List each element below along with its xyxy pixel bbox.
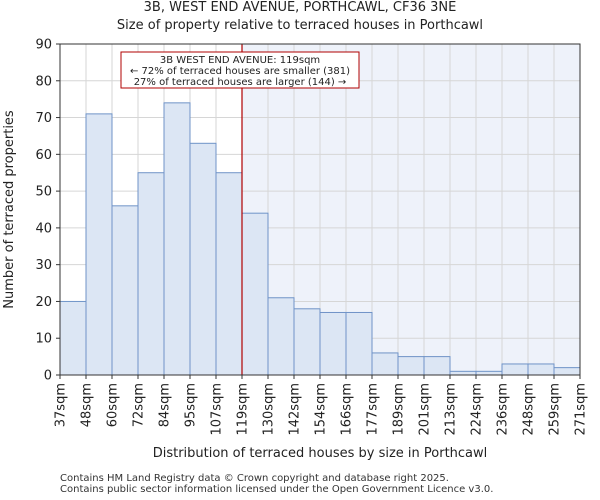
bar-248sqm xyxy=(527,363,555,376)
x-tick-label: 259sqm xyxy=(548,383,563,436)
x-tick-label: 119sqm xyxy=(236,383,251,436)
y-tick-label: 20 xyxy=(35,295,52,310)
x-tick-label: 142sqm xyxy=(288,383,303,436)
bar-107sqm xyxy=(215,172,243,376)
annotation-line-1: 3B WEST END AVENUE: 119sqm xyxy=(160,55,320,66)
x-axis-title: Distribution of terraced houses by size … xyxy=(153,446,488,461)
bar-213sqm xyxy=(449,370,477,376)
bar-142sqm xyxy=(293,308,321,376)
bar-72sqm xyxy=(137,172,165,376)
x-tick-label: 213sqm xyxy=(444,383,459,436)
annotation-frame xyxy=(120,51,360,89)
bar-119sqm xyxy=(241,212,269,376)
y-tick-label: 10 xyxy=(35,332,52,347)
x-tick-label: 130sqm xyxy=(262,383,277,436)
bar-236sqm xyxy=(501,363,529,376)
bar-130sqm xyxy=(267,297,295,376)
chart-title-address: 3B, WEST END AVENUE, PORTHCAWL, CF36 3NE xyxy=(143,0,457,15)
x-tick-label: 60sqm xyxy=(106,383,121,427)
bar-166sqm xyxy=(345,311,373,376)
x-tick-label: 84sqm xyxy=(158,383,173,427)
x-tick-label: 177sqm xyxy=(366,383,381,436)
bar-224sqm xyxy=(475,370,503,376)
y-axis-title: Number of terraced properties xyxy=(2,110,17,309)
y-tick-label: 90 xyxy=(35,38,52,53)
annotation-line-3: 27% of terraced houses are larger (144) … xyxy=(134,77,347,88)
x-tick-label: 224sqm xyxy=(470,383,485,436)
y-tick-label: 80 xyxy=(35,74,52,89)
x-tick-label: 37sqm xyxy=(54,383,69,427)
annotation-line-2: ← 72% of terraced houses are smaller (38… xyxy=(130,66,350,77)
bar-189sqm xyxy=(397,356,425,376)
bar-48sqm xyxy=(85,113,113,376)
annotation-box: 3B WEST END AVENUE: 119sqm ← 72% of terr… xyxy=(120,51,360,89)
footer-copyright: Contains HM Land Registry data © Crown c… xyxy=(60,473,449,484)
x-tick-label: 236sqm xyxy=(496,383,511,436)
x-tick-label: 107sqm xyxy=(210,383,225,436)
y-tick-label: 60 xyxy=(35,148,52,163)
y-tick-labels: 0 10 20 30 40 50 60 70 80 90 xyxy=(35,38,60,384)
x-tick-label: 154sqm xyxy=(314,383,329,436)
bar-84sqm xyxy=(163,102,191,376)
bar-259sqm xyxy=(553,367,581,376)
y-tick-label: 50 xyxy=(35,185,52,200)
bar-154sqm xyxy=(319,311,347,376)
x-tick-label: 201sqm xyxy=(418,383,433,436)
bar-177sqm xyxy=(371,352,399,376)
bar-60sqm xyxy=(111,205,139,376)
y-tick-label: 40 xyxy=(35,221,52,236)
chart-title: Size of property relative to terraced ho… xyxy=(116,18,484,33)
bar-95sqm xyxy=(189,142,217,376)
bar-37sqm xyxy=(59,300,87,376)
x-tick-label: 166sqm xyxy=(340,383,355,436)
bars xyxy=(59,102,581,376)
y-tick-label: 70 xyxy=(35,111,52,126)
y-tick-label: 0 xyxy=(44,369,52,384)
footer-licence: Contains public sector information licen… xyxy=(60,484,494,495)
x-tick-label: 72sqm xyxy=(132,383,147,427)
bar-201sqm xyxy=(423,356,451,376)
x-tick-label: 48sqm xyxy=(80,383,95,427)
x-tick-labels: 37sqm 48sqm 60sqm 72sqm 84sqm 95sqm 107sqm 119s… xyxy=(54,375,589,436)
x-tick-label: 95sqm xyxy=(184,383,199,427)
x-tick-label: 248sqm xyxy=(522,383,537,436)
x-tick-label: 189sqm xyxy=(392,383,407,436)
x-tick-label: 271sqm xyxy=(574,383,589,436)
y-tick-label: 30 xyxy=(35,258,52,273)
